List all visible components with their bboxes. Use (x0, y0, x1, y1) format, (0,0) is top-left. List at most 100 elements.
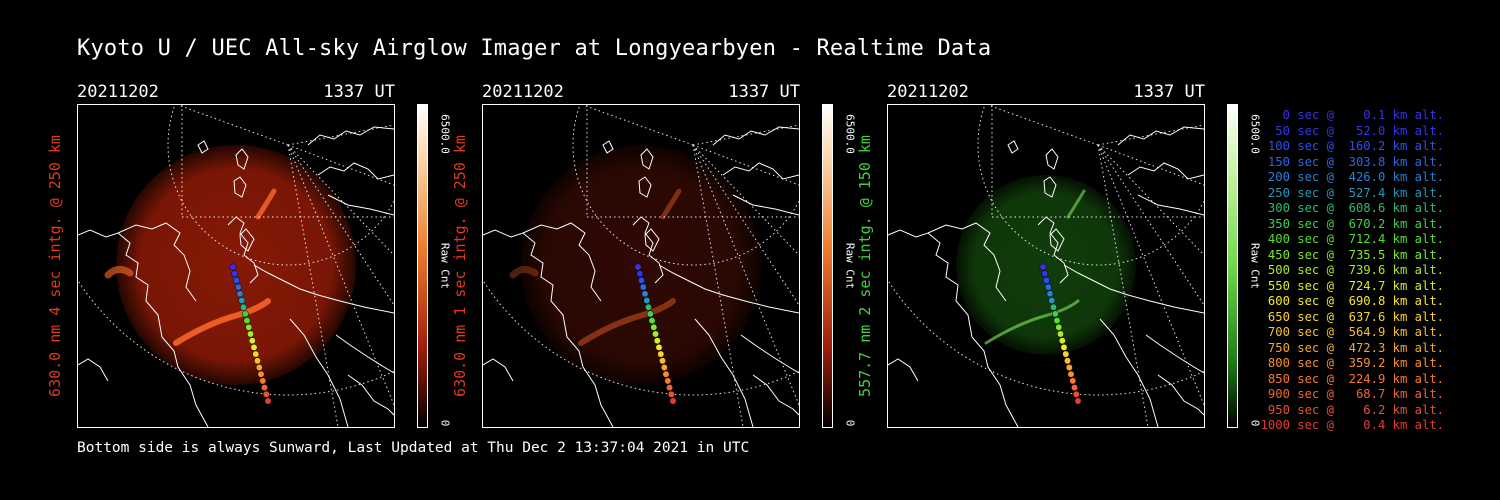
coastline (327, 194, 394, 216)
colorbar (822, 104, 833, 428)
coastline (888, 229, 1019, 427)
trajectory-point (1071, 384, 1078, 392)
island-outline (1043, 176, 1057, 198)
trajectory-point (655, 343, 663, 351)
coastline (347, 374, 394, 416)
colorbar-unit: Raw Cnt (843, 242, 857, 290)
meridian-line (987, 105, 1099, 146)
panel-date: 20211202 (887, 82, 969, 102)
meridian-line (692, 144, 799, 406)
coastline (1127, 162, 1204, 180)
panel-time: 1337 UT (1133, 82, 1205, 102)
trajectory-point (243, 317, 251, 325)
all-sky-image (482, 104, 800, 428)
island-outline (640, 148, 654, 170)
meridian-line (1097, 144, 1204, 406)
coastline (632, 216, 664, 284)
legend-entry: 700 sec @ 564.9 km alt. (1260, 325, 1444, 339)
trajectory-point (646, 310, 654, 318)
coastline (752, 374, 799, 416)
trajectory-point (636, 270, 644, 278)
aurora-arc (984, 299, 1080, 345)
latitude-circle (483, 279, 799, 396)
meridian-line (692, 144, 799, 256)
colorbar (1227, 104, 1238, 428)
trajectory-point (257, 370, 265, 378)
coastline (227, 216, 259, 284)
coastline (927, 222, 1007, 302)
trajectory-point (261, 384, 268, 392)
legend-entry: 150 sec @ 303.8 km alt. (1260, 154, 1444, 169)
colorbar-max: 6500.0 (843, 114, 857, 154)
wavelength-label: 557.7 nm 2 sec intg. @ 150 km (856, 135, 874, 397)
aurora-arc (660, 188, 682, 220)
meridian-line (1097, 144, 1149, 427)
coastline (712, 126, 799, 146)
trajectory-point (1072, 390, 1080, 398)
trajectory-point (240, 303, 247, 311)
meridian-line (692, 144, 799, 186)
trajectory-point (648, 317, 656, 325)
legend-entry: 300 sec @ 608.6 km alt. (1260, 201, 1444, 215)
trajectory-point (1069, 377, 1077, 385)
island-outline (638, 176, 652, 198)
all-sky-map (888, 105, 1204, 427)
trajectory-point (255, 364, 263, 371)
trajectory-point (1057, 330, 1064, 338)
trajectory-point (1074, 397, 1082, 405)
trajectory-point (650, 323, 658, 331)
trajectory-point (262, 390, 270, 398)
page-title: Kyoto U / UEC All-sky Airglow Imager at … (77, 36, 992, 61)
legend-entry: 200 sec @ 426.0 km alt. (1260, 170, 1444, 184)
aurora-arc (104, 266, 134, 279)
island-outline (197, 140, 209, 154)
trajectory-point (1067, 370, 1075, 378)
island-outline (239, 228, 255, 252)
trajectory-point (1053, 317, 1061, 325)
legend-entry: 600 sec @ 690.8 km alt. (1260, 294, 1444, 308)
trajectory-point (1051, 310, 1059, 318)
coastline (1145, 334, 1204, 374)
aurora-arc (173, 298, 271, 346)
latitude-circle (78, 279, 394, 396)
coastline (289, 318, 349, 427)
colorbar-unit: Raw Cnt (438, 242, 452, 290)
island-outline (235, 148, 249, 170)
latitude-circle (888, 279, 1204, 396)
sky-disk (956, 175, 1136, 355)
meridian-line (287, 144, 394, 406)
trajectory-point (233, 276, 240, 284)
trajectory-point (231, 270, 239, 278)
trajectory-point (234, 283, 242, 291)
colorbar-min: 0 (843, 419, 857, 427)
wavelength-label: 630.0 nm 1 sec intg. @ 250 km (451, 135, 469, 397)
trajectory-point (1039, 263, 1047, 271)
trajectory-point (659, 357, 666, 365)
meridian-line (1097, 124, 1204, 146)
coastline (78, 358, 109, 382)
meridian-line (692, 144, 744, 427)
trajectory-point (259, 377, 267, 385)
trajectory-point (1060, 343, 1068, 351)
coastline (483, 358, 514, 382)
panel-date: 20211202 (482, 82, 564, 102)
trajectory-point (660, 364, 668, 371)
coastline (522, 222, 602, 302)
coastline (732, 194, 799, 216)
trajectory-point (236, 290, 244, 298)
legend-entry: 400 sec @ 712.4 km alt. (1260, 232, 1444, 246)
legend-entry: 650 sec @ 637.6 km alt. (1260, 309, 1444, 324)
meridian-line (287, 144, 394, 256)
all-sky-image (887, 104, 1205, 428)
coastline (253, 264, 394, 314)
coastline (1137, 194, 1204, 216)
trajectory-point (241, 310, 249, 318)
legend-entry: 350 sec @ 670.2 km alt. (1260, 216, 1444, 231)
trajectory-point (1065, 364, 1073, 371)
trajectory-point (657, 350, 665, 358)
meridian-line (1097, 144, 1204, 306)
trajectory-point (1041, 270, 1049, 278)
trajectory-point (245, 323, 253, 331)
trajectory-point (1050, 303, 1057, 311)
trajectory-point (652, 330, 659, 338)
